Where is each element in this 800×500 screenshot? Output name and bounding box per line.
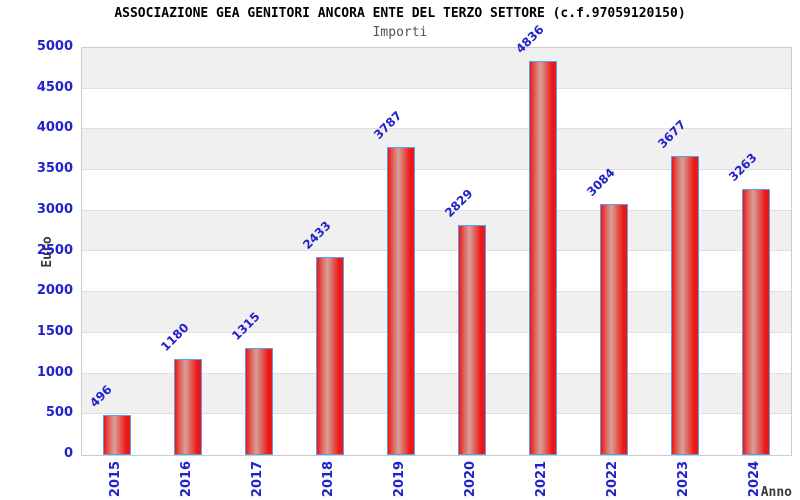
x-tick-label-2022: 2022 xyxy=(604,460,620,498)
x-tick-label-2020: 2020 xyxy=(462,460,478,498)
y-tick-label: 500 xyxy=(45,405,73,421)
x-tick-label-2017: 2017 xyxy=(250,460,266,498)
plot-area: 496 1180 1315 2433 3787 2829 4836 3084 3677 3263 xyxy=(81,23,792,456)
bar-2017 xyxy=(245,348,274,455)
bar-2022 xyxy=(599,204,628,455)
bar-2024 xyxy=(741,189,770,455)
bar-2021 xyxy=(528,61,557,455)
plot-band xyxy=(82,48,791,89)
x-tick-label-2018: 2018 xyxy=(321,460,337,498)
bar-2020 xyxy=(457,225,486,455)
y-tick-label: 4000 xyxy=(36,120,73,136)
x-tick-label-2015: 2015 xyxy=(108,460,124,498)
x-tick-label-2024: 2024 xyxy=(746,460,762,498)
bar-2019 xyxy=(387,147,416,455)
y-tick-label: 4500 xyxy=(36,79,73,95)
x-tick-label-2023: 2023 xyxy=(675,460,691,498)
bar-2016 xyxy=(174,359,203,455)
bar-2015 xyxy=(103,415,132,455)
x-axis-title: Anno xyxy=(760,485,792,500)
chart-subtitle: Importi xyxy=(372,25,428,40)
chart-title: ASSOCIAZIONE GEA GENITORI ANCORA ENTE DE… xyxy=(114,6,686,21)
bar-2018 xyxy=(316,257,345,455)
y-tick-label: 3000 xyxy=(36,201,73,217)
plot-band xyxy=(82,88,791,130)
y-tick-label: 0 xyxy=(63,446,73,461)
y-tick-label: 2500 xyxy=(36,242,73,258)
x-tick-label-2021: 2021 xyxy=(533,460,549,498)
x-tick-label-2019: 2019 xyxy=(392,460,408,498)
y-tick-label: 3500 xyxy=(36,161,73,177)
y-tick-label: 1500 xyxy=(36,323,73,339)
y-tick-label: 5000 xyxy=(36,39,73,54)
y-tick-label: 1000 xyxy=(36,364,73,380)
bar-2023 xyxy=(670,156,699,455)
y-tick-label: 2000 xyxy=(36,283,73,299)
x-tick-label-2016: 2016 xyxy=(179,460,195,498)
